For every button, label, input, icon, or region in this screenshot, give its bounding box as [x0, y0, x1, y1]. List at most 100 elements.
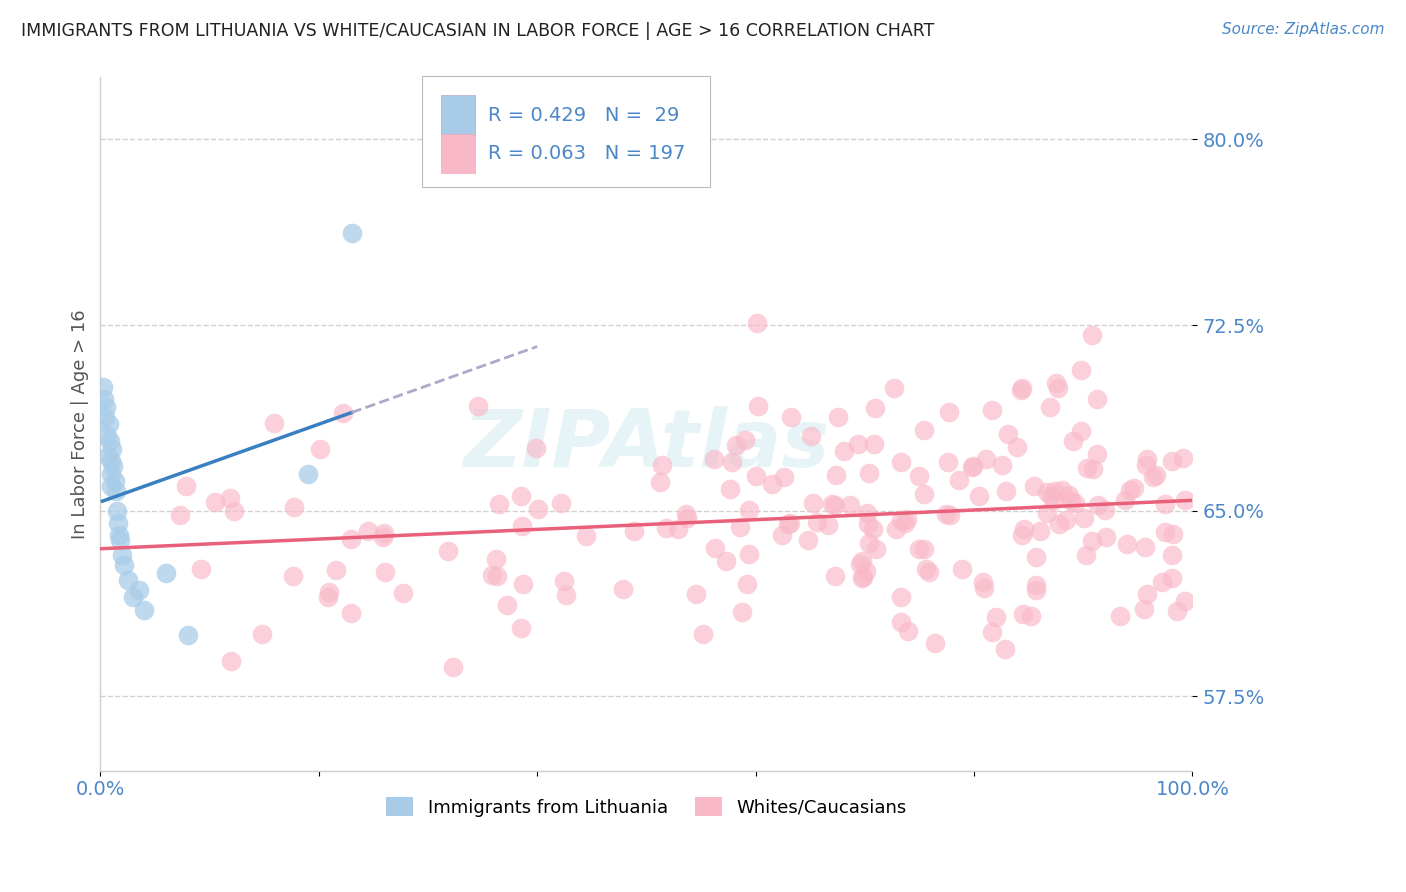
Whites/Caucasians	[858, 516, 880, 531]
Whites/Caucasians	[169, 508, 191, 523]
Whites/Caucasians	[1070, 363, 1092, 377]
Whites/Caucasians	[980, 624, 1002, 639]
Whites/Caucasians	[962, 458, 984, 473]
Whites/Caucasians	[1025, 578, 1047, 592]
Whites/Caucasians	[745, 469, 768, 483]
Whites/Caucasians	[1142, 470, 1164, 484]
Whites/Caucasians	[332, 406, 354, 420]
Whites/Caucasians	[1035, 485, 1057, 500]
Whites/Caucasians	[467, 399, 489, 413]
Immigrants from Lithuania	[105, 504, 128, 518]
Whites/Caucasians	[773, 470, 796, 484]
Whites/Caucasians	[1062, 434, 1084, 449]
Whites/Caucasians	[488, 497, 510, 511]
Whites/Caucasians	[485, 551, 508, 566]
Whites/Caucasians	[524, 441, 547, 455]
Whites/Caucasians	[623, 524, 645, 539]
Immigrants from Lithuania	[97, 449, 120, 463]
Whites/Caucasians	[890, 615, 912, 629]
Immigrants from Lithuania	[91, 380, 114, 394]
Whites/Caucasians	[1012, 522, 1035, 536]
Whites/Caucasians	[824, 498, 846, 512]
Whites/Caucasians	[648, 475, 671, 490]
Whites/Caucasians	[325, 563, 347, 577]
Whites/Caucasians	[731, 605, 754, 619]
Whites/Caucasians	[1094, 503, 1116, 517]
Whites/Caucasians	[973, 581, 995, 595]
Whites/Caucasians	[550, 496, 572, 510]
Text: ZIPAtlas: ZIPAtlas	[464, 406, 830, 483]
Whites/Caucasians	[862, 522, 884, 536]
Whites/Caucasians	[1076, 549, 1098, 563]
Whites/Caucasians	[1081, 327, 1104, 342]
Whites/Caucasians	[981, 403, 1004, 417]
Whites/Caucasians	[392, 585, 415, 599]
Whites/Caucasians	[1039, 400, 1062, 414]
Whites/Caucasians	[852, 570, 875, 584]
Whites/Caucasians	[309, 442, 332, 457]
Whites/Caucasians	[890, 513, 912, 527]
Whites/Caucasians	[908, 541, 931, 556]
Whites/Caucasians	[1011, 381, 1033, 395]
Whites/Caucasians	[1136, 452, 1159, 467]
Whites/Caucasians	[974, 451, 997, 466]
Text: R = 0.063   N = 197: R = 0.063 N = 197	[488, 144, 685, 163]
Immigrants from Lithuania	[132, 603, 155, 617]
Whites/Caucasians	[437, 543, 460, 558]
Whites/Caucasians	[685, 587, 707, 601]
Whites/Caucasians	[1118, 483, 1140, 497]
Whites/Caucasians	[724, 438, 747, 452]
Whites/Caucasians	[553, 574, 575, 588]
Whites/Caucasians	[1028, 524, 1050, 538]
Whites/Caucasians	[924, 636, 946, 650]
Whites/Caucasians	[1109, 609, 1132, 624]
Text: IMMIGRANTS FROM LITHUANIA VS WHITE/CAUCASIAN IN LABOR FORCE | AGE > 16 CORRELATI: IMMIGRANTS FROM LITHUANIA VS WHITE/CAUCA…	[21, 22, 935, 40]
Whites/Caucasians	[950, 562, 973, 576]
Whites/Caucasians	[806, 516, 828, 530]
Whites/Caucasians	[204, 495, 226, 509]
Whites/Caucasians	[1011, 528, 1033, 542]
Y-axis label: In Labor Force | Age > 16: In Labor Force | Age > 16	[72, 310, 89, 539]
Whites/Caucasians	[1019, 608, 1042, 623]
Immigrants from Lithuania	[101, 442, 124, 456]
Whites/Caucasians	[486, 569, 509, 583]
Whites/Caucasians	[1070, 424, 1092, 438]
Whites/Caucasians	[1161, 548, 1184, 562]
Whites/Caucasians	[825, 468, 848, 483]
Whites/Caucasians	[318, 591, 340, 605]
Whites/Caucasians	[936, 455, 959, 469]
Whites/Caucasians	[1043, 492, 1066, 507]
Whites/Caucasians	[318, 585, 340, 599]
Whites/Caucasians	[1043, 483, 1066, 498]
Immigrants from Lithuania	[98, 417, 121, 431]
Whites/Caucasians	[918, 566, 941, 580]
Whites/Caucasians	[745, 316, 768, 330]
Whites/Caucasians	[1123, 482, 1146, 496]
Text: R = 0.429   N =  29: R = 0.429 N = 29	[488, 105, 679, 125]
Whites/Caucasians	[797, 533, 820, 547]
Immigrants from Lithuania	[340, 227, 363, 241]
Immigrants from Lithuania	[96, 429, 118, 443]
Whites/Caucasians	[817, 518, 839, 533]
Whites/Caucasians	[720, 455, 742, 469]
Immigrants from Lithuania	[103, 459, 125, 474]
Immigrants from Lithuania	[104, 483, 127, 498]
Whites/Caucasians	[770, 528, 793, 542]
Immigrants from Lithuania	[107, 516, 129, 530]
Whites/Caucasians	[890, 590, 912, 604]
Whites/Caucasians	[219, 654, 242, 668]
Whites/Caucasians	[1025, 549, 1047, 564]
Whites/Caucasians	[1154, 524, 1177, 539]
Whites/Caucasians	[526, 502, 548, 516]
Immigrants from Lithuania	[98, 434, 121, 449]
Whites/Caucasians	[728, 520, 751, 534]
Whites/Caucasians	[1050, 483, 1073, 497]
Whites/Caucasians	[1114, 492, 1136, 507]
Whites/Caucasians	[938, 405, 960, 419]
Whites/Caucasians	[1081, 461, 1104, 475]
Whites/Caucasians	[1171, 450, 1194, 465]
Whites/Caucasians	[1012, 607, 1035, 621]
Whites/Caucasians	[995, 484, 1018, 499]
Whites/Caucasians	[1047, 516, 1070, 531]
Immigrants from Lithuania	[100, 454, 122, 468]
